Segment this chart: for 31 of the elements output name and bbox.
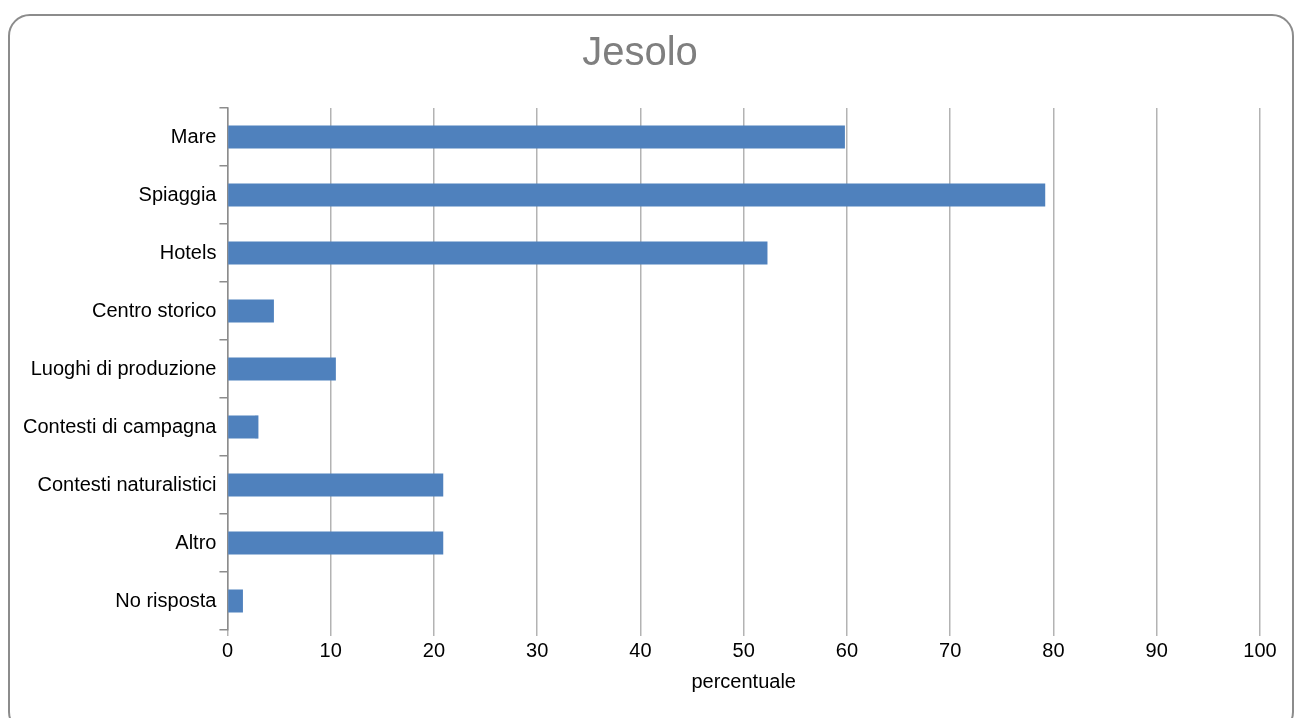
bar: [228, 531, 444, 555]
y-tick-label: Contesti naturalistici: [37, 472, 217, 495]
x-tick-label: 80: [1042, 638, 1065, 661]
x-tick-label: 20: [422, 638, 446, 661]
y-tick-label: Hotels: [159, 240, 217, 263]
bar: [228, 415, 259, 439]
bar: [228, 183, 1046, 207]
y-tick-label: Centro storico: [91, 298, 217, 321]
x-tick-label: 60: [835, 638, 859, 661]
x-tick-label: 50: [732, 638, 755, 661]
x-tick-label: 30: [526, 638, 549, 661]
x-tick-label: 100: [1243, 638, 1277, 661]
bar: [228, 589, 243, 613]
bar: [228, 473, 444, 497]
y-tick-label: Spiaggia: [138, 182, 218, 205]
chart-title: Jesolo: [582, 29, 698, 74]
bar: [228, 357, 336, 381]
bar: [228, 299, 274, 323]
y-tick-label: Luoghi di produzione: [30, 356, 217, 379]
x-tick-label: 40: [629, 638, 652, 661]
bar: [228, 241, 768, 265]
y-tick-label: Contesti di campagna: [22, 414, 218, 437]
x-tick-label: 0: [221, 638, 234, 661]
x-tick-label: 70: [939, 638, 962, 661]
x-tick-label: 90: [1145, 638, 1168, 661]
bar: [228, 125, 845, 149]
x-tick-label: 10: [319, 638, 342, 661]
y-tick-label: Mare: [170, 124, 217, 147]
x-axis-title: percentuale: [691, 669, 796, 692]
y-tick-label: No risposta: [115, 588, 218, 611]
y-tick-label: Altro: [175, 530, 217, 553]
